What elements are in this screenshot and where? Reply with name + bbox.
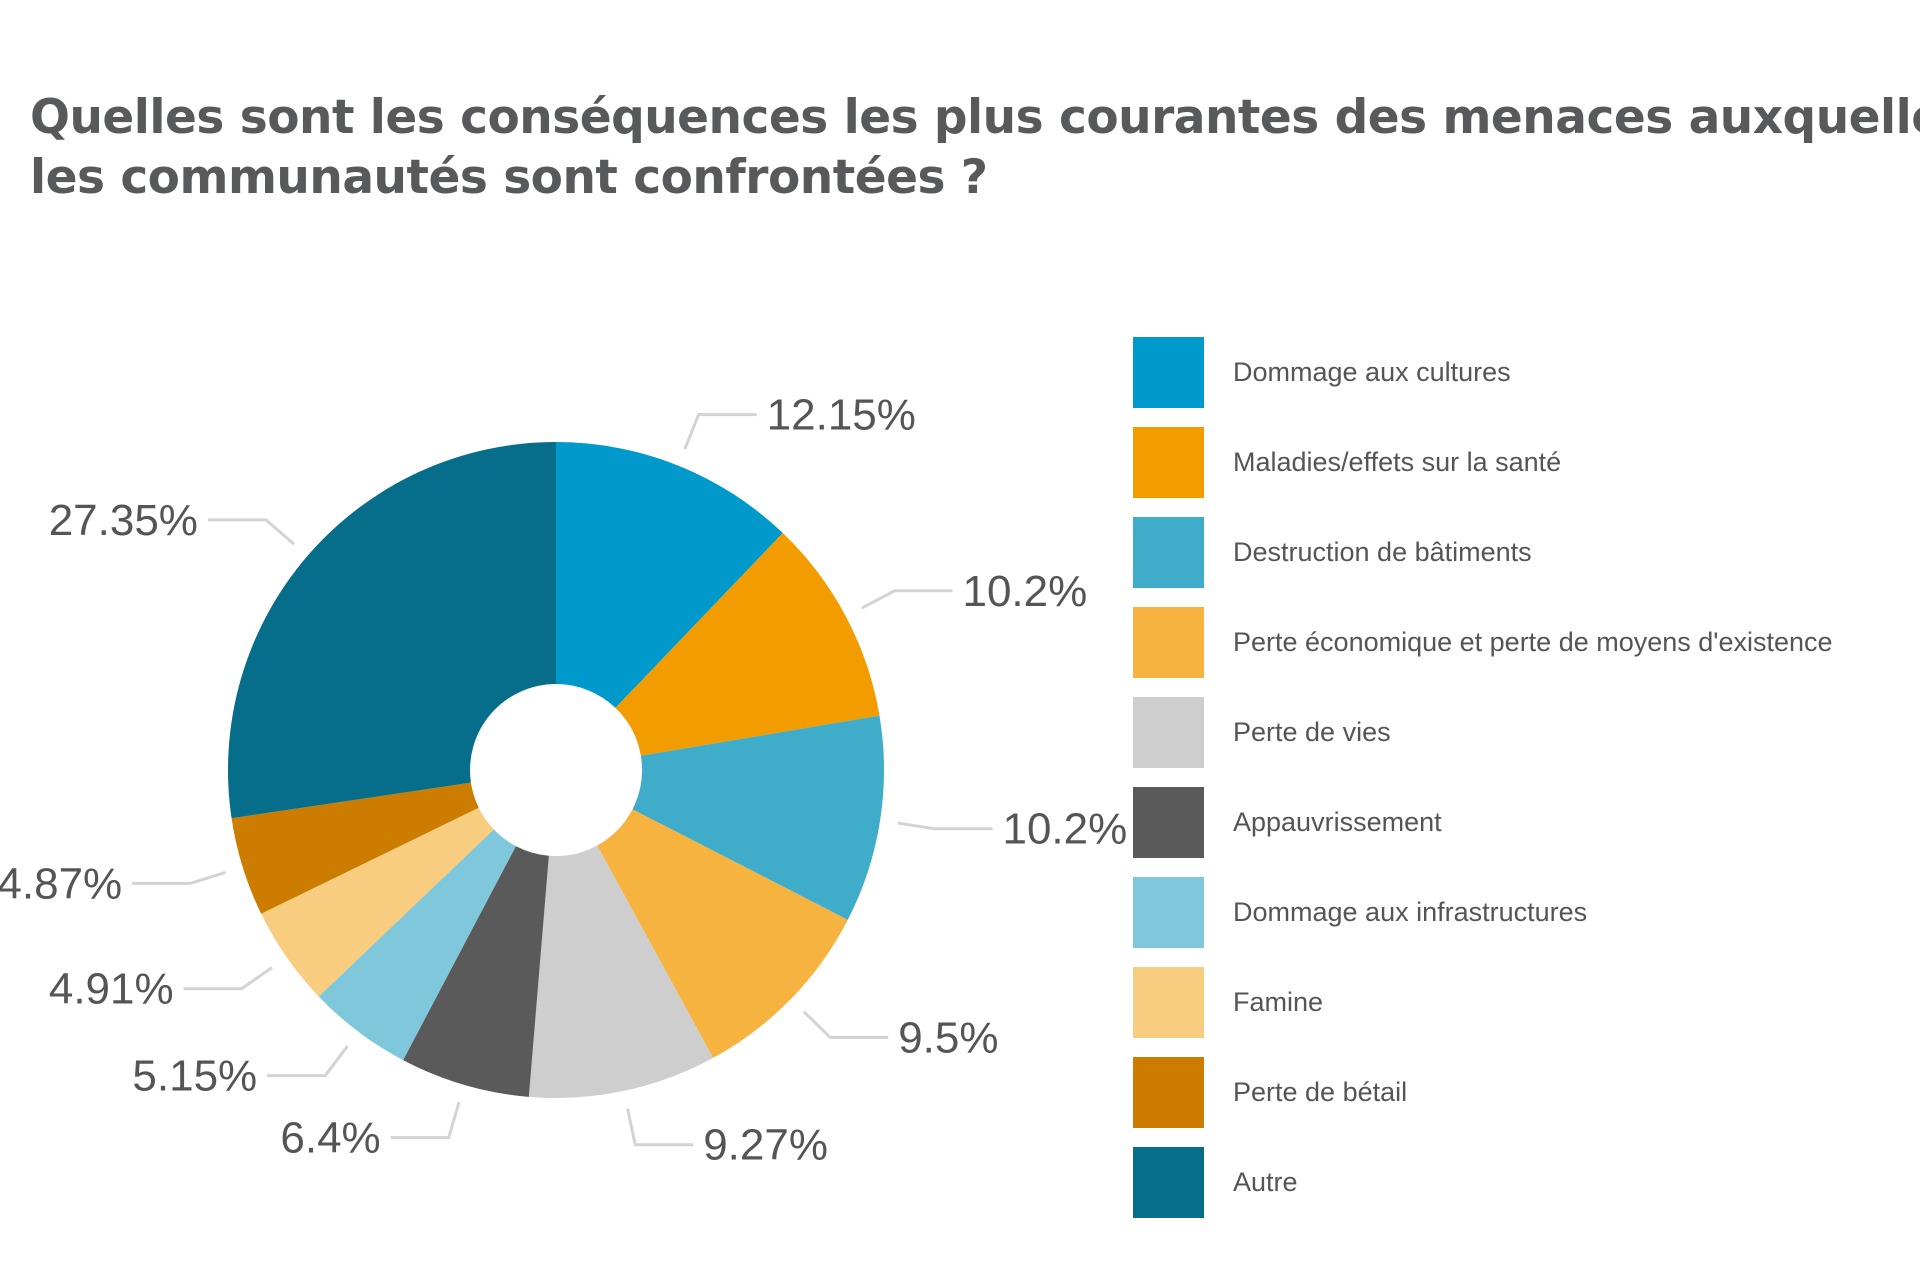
leader-line-famine bbox=[183, 966, 273, 991]
data-label-appauvrissement: 6.4% bbox=[280, 1114, 380, 1163]
legend-item-perte-economique-et-perte-de-moyens-d-existence: Perte économique et perte de moyens d'ex… bbox=[1133, 607, 1913, 678]
legend-swatch bbox=[1133, 1057, 1204, 1128]
legend-item-appauvrissement: Appauvrissement bbox=[1133, 787, 1913, 858]
legend-swatch bbox=[1133, 697, 1204, 768]
data-label-autre: 27.35% bbox=[49, 496, 198, 545]
slice-destruction-de-batiments bbox=[632, 715, 885, 920]
data-label-perte-economique-et-perte-de-moyens-d-existence: 9.5% bbox=[898, 1013, 998, 1062]
data-label-maladies-effets-sur-la-sante: 10.2% bbox=[962, 567, 1087, 616]
slice-autre bbox=[228, 442, 557, 819]
legend-swatch bbox=[1133, 517, 1204, 588]
leader-line-perte-de-betail bbox=[132, 871, 226, 885]
data-label-dommage-aux-cultures: 12.15% bbox=[767, 391, 916, 440]
legend-swatch bbox=[1133, 427, 1204, 498]
legend-swatch bbox=[1133, 607, 1204, 678]
leader-line-dommage-aux-infrastructures bbox=[267, 1045, 349, 1078]
legend-swatch bbox=[1133, 337, 1204, 408]
legend-label: Dommage aux cultures bbox=[1233, 357, 1511, 387]
legend-item-dommage-aux-cultures: Dommage aux cultures bbox=[1133, 337, 1913, 408]
legend-label: Appauvrissement bbox=[1233, 807, 1442, 837]
leader-line-appauvrissement bbox=[390, 1101, 461, 1140]
leader-line-autre bbox=[207, 518, 295, 546]
legend-label: Dommage aux infrastructures bbox=[1233, 897, 1588, 927]
slice-perte-de-betail bbox=[231, 782, 479, 914]
legend-swatch bbox=[1133, 877, 1204, 948]
slice-perte-economique-et-perte-de-moyens-d-existence bbox=[597, 809, 848, 1058]
data-label-perte-de-vies: 9.27% bbox=[703, 1121, 828, 1170]
slices bbox=[228, 442, 885, 1099]
leader-line-perte-economique-et-perte-de-moyens-d-existence bbox=[802, 1010, 889, 1039]
legend-item-maladies-effets-sur-la-sante: Maladies/effets sur la santé bbox=[1133, 427, 1913, 498]
legend-label: Perte économique et perte de moyens d'ex… bbox=[1233, 627, 1833, 657]
legend-label: Perte de vies bbox=[1233, 717, 1391, 747]
leader-line-maladies-effets-sur-la-sante bbox=[861, 589, 953, 610]
slice-dommage-aux-infrastructures bbox=[318, 829, 516, 1061]
legend-item-autre: Autre bbox=[1133, 1147, 1913, 1218]
chart-title: Quelles sont les conséquences les plus c… bbox=[30, 88, 1920, 208]
slice-famine bbox=[261, 807, 494, 997]
chart-title-line-1: Quelles sont les conséquences les plus c… bbox=[30, 90, 1920, 145]
legend-swatch bbox=[1133, 1147, 1204, 1218]
slice-labels: 12.15% 10.2% 10.2% 9.5% 9.27% 6.4% 5.15% 4.91% 4… bbox=[0, 391, 1127, 1170]
legend-item-destruction-de-batiments: Destruction de bâtiments bbox=[1133, 517, 1913, 588]
slice-dommage-aux-cultures bbox=[556, 442, 783, 708]
legend-swatch bbox=[1133, 787, 1204, 858]
legend-item-perte-de-betail: Perte de bétail bbox=[1133, 1057, 1913, 1128]
data-label-perte-de-betail: 4.87% bbox=[0, 859, 122, 908]
legend-label: Famine bbox=[1233, 987, 1324, 1017]
slice-maladies-effets-sur-la-sante bbox=[615, 533, 880, 756]
legend-label: Destruction de bâtiments bbox=[1233, 537, 1532, 567]
data-label-famine: 4.91% bbox=[49, 965, 174, 1014]
data-label-destruction-de-batiments: 10.2% bbox=[1002, 805, 1127, 854]
chart-title-line-2: les communautés sont confrontées ? bbox=[30, 150, 988, 205]
legend-label: Autre bbox=[1233, 1167, 1298, 1197]
leader-line-destruction-de-batiments bbox=[897, 821, 993, 831]
legend-item-dommage-aux-infrastructures: Dommage aux infrastructures bbox=[1133, 877, 1913, 948]
leader-line-perte-de-vies bbox=[626, 1108, 694, 1147]
legend-item-famine: Famine bbox=[1133, 967, 1913, 1038]
slice-appauvrissement bbox=[403, 846, 549, 1097]
legend-label: Perte de bétail bbox=[1233, 1077, 1408, 1107]
data-label-dommage-aux-infrastructures: 5.15% bbox=[132, 1052, 257, 1101]
legend-swatch bbox=[1133, 967, 1204, 1038]
slice-perte-de-vies bbox=[528, 845, 714, 1099]
leader-line-dommage-aux-cultures bbox=[683, 413, 757, 450]
legend-item-perte-de-vies: Perte de vies bbox=[1133, 697, 1913, 768]
legend-label: Maladies/effets sur la santé bbox=[1233, 447, 1562, 477]
